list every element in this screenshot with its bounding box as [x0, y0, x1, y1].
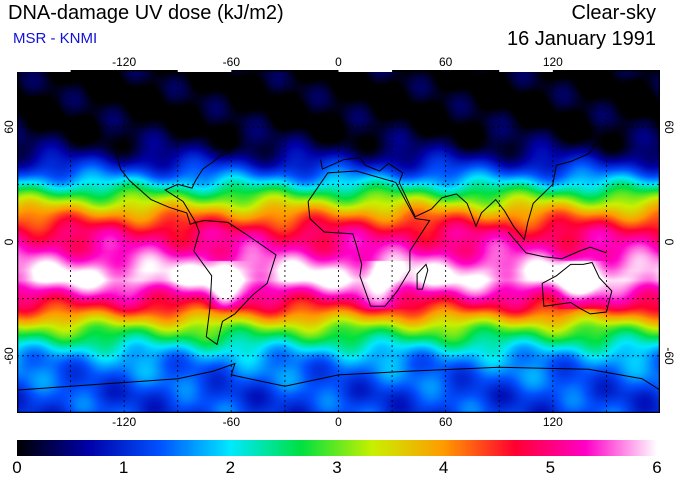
lon-tick-top: -60 — [222, 55, 240, 69]
lon-tick-bottom: 60 — [438, 415, 453, 429]
africa-outline — [307, 170, 431, 307]
source-label: MSR - KNMI — [13, 30, 98, 47]
lat-tick-left: 60 — [2, 120, 16, 134]
lon-tick-top: 60 — [438, 55, 453, 69]
eurasia-outline — [320, 142, 598, 241]
lat-tick-right: 0 — [662, 238, 676, 245]
indonesia-outline — [507, 231, 607, 260]
lon-tick-bottom: -60 — [222, 415, 240, 429]
sky-condition-label: Clear-sky — [571, 2, 656, 24]
australia-outline — [541, 261, 613, 315]
lat-tick-right: -60 — [662, 347, 676, 365]
lon-tick-bottom: 0 — [335, 415, 342, 429]
lon-tick-top: 120 — [542, 55, 563, 69]
colorbar-tick-label: 0 — [12, 458, 22, 477]
colorbar-tick-label: 4 — [438, 458, 449, 477]
map-overlay — [17, 70, 660, 413]
antarctica-outline — [17, 362, 660, 391]
lon-tick-bottom: -120 — [112, 415, 137, 429]
colorbar-tick-label: 6 — [652, 458, 662, 477]
map-title: DNA-damage UV dose (kJ/m2) — [8, 2, 284, 24]
lat-tick-left: -60 — [2, 347, 16, 365]
madagascar-outline — [416, 263, 429, 290]
lon-tick-top: 0 — [335, 55, 342, 69]
colorbar-tick-label: 1 — [118, 458, 129, 477]
lon-tick-top: -120 — [112, 55, 137, 69]
colorbar — [17, 440, 657, 456]
colorbar-tick-label: 2 — [225, 458, 236, 477]
lat-tick-left: 0 — [2, 238, 16, 245]
lat-tick-right: 60 — [662, 120, 676, 134]
colorbar-tick-label: 3 — [332, 458, 342, 477]
lon-tick-bottom: 120 — [542, 415, 563, 429]
colorbar-tick-label: 5 — [545, 458, 556, 477]
north-america-outline — [114, 149, 232, 225]
south-america-outline — [193, 219, 277, 346]
date-label: 16 January 1991 — [506, 28, 656, 50]
